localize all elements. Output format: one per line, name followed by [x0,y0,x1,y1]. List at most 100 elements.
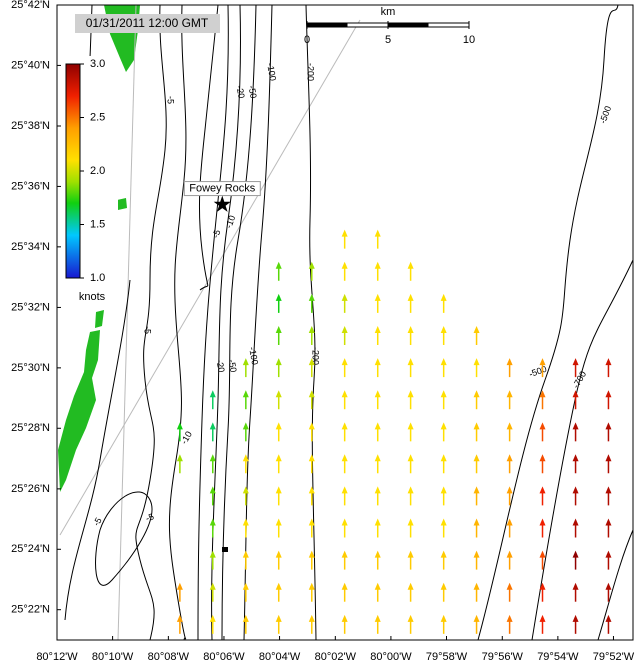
current-arrow [341,582,348,602]
current-arrow [242,582,249,602]
arrow-head [242,422,249,430]
arrow-head [440,518,447,526]
arrow-head [374,518,381,526]
arrow-head [506,422,513,430]
arrow-head [440,325,447,333]
arrow-head [275,614,282,622]
current-arrow [308,358,315,378]
current-arrow [473,390,480,410]
current-arrow [308,422,315,442]
current-arrow [440,390,447,410]
current-arrow [341,261,348,281]
arrow-head [440,486,447,494]
current-arrow [209,486,216,506]
current-arrow [440,582,447,602]
arrow-head [473,518,480,526]
current-arrow [473,486,480,506]
arrow-head [473,486,480,494]
scale-segment [388,23,429,27]
arrow-head [572,454,579,462]
contour-label: -5 [91,516,104,528]
current-arrow [374,293,381,313]
island [117,198,127,210]
overlay: 80°12'W 80°10'W 80°08'W 80°06'W 80°04'W 80°02… [11,0,635,663]
arrow-head [242,454,249,462]
arrow-head [572,614,579,622]
current-arrow [374,454,381,474]
colorbar-tick-label: 2.5 [90,111,105,123]
current-arrow [209,518,216,538]
current-arrow [275,325,282,345]
arrow-head [209,486,216,494]
arrow-head [374,582,381,590]
x-tick-label: 79°58'W [426,651,468,663]
current-arrow [407,486,414,506]
current-arrow [506,390,513,410]
current-arrow [242,422,249,442]
x-tick-label: 80°08'W [148,651,190,663]
arrow-head [374,422,381,430]
current-arrow [440,358,447,378]
current-arrow [539,358,546,378]
current-arrow [374,358,381,378]
current-arrow [572,486,579,506]
current-arrow [605,614,612,634]
current-arrow [341,614,348,634]
arrow-head [275,293,282,301]
scale-tick-label: 10 [463,34,475,46]
current-arrow [572,390,579,410]
current-arrow [242,358,249,378]
buoy-marker [222,547,228,552]
arrow-head [407,390,414,398]
current-arrow [209,390,216,410]
arrow-head [605,358,612,366]
arrow-head [374,261,381,269]
current-arrow [242,614,249,634]
scale-unit: km [381,6,396,18]
current-arrow [176,422,183,442]
arrow-head [407,614,414,622]
contour-label: -50 [227,359,239,374]
current-arrow [308,582,315,602]
arrow-head [308,518,315,526]
current-arrow [275,454,282,474]
current-arrow [407,422,414,442]
arrow-head [605,550,612,558]
contour-line [221,4,257,641]
current-arrow [407,358,414,378]
arrow-head [407,293,414,301]
x-tick-label: 80°04'W [259,651,301,663]
arrow-head [473,550,480,558]
station-label-box [183,181,261,197]
arrow-head [275,486,282,494]
arrow-head [374,293,381,301]
colorbar-tick-label: 3.0 [90,58,105,70]
arrow-head [275,261,282,269]
current-arrow [374,550,381,570]
current-arrow [275,614,282,634]
arrow-head [539,358,546,366]
contour-line [198,4,219,291]
arrow-head [308,550,315,558]
contour-label: -100 [247,346,260,365]
arrow-head [341,358,348,366]
current-arrow [572,582,579,602]
arrow-head [539,550,546,558]
arrow-head [308,325,315,333]
arrow-head [242,518,249,526]
arrow-head [473,390,480,398]
current-arrow [572,614,579,634]
arrow-head [242,550,249,558]
arrow-head [539,582,546,590]
arrow-head [572,582,579,590]
current-arrow [275,422,282,442]
current-arrow [176,614,183,634]
arrow-head [374,358,381,366]
arrow-head [407,325,414,333]
current-arrow [275,358,282,378]
colorbar-tick-label: 1.0 [90,272,105,284]
current-arrow [440,486,447,506]
current-arrow [374,390,381,410]
arrow-head [506,518,513,526]
arrow-head [308,454,315,462]
